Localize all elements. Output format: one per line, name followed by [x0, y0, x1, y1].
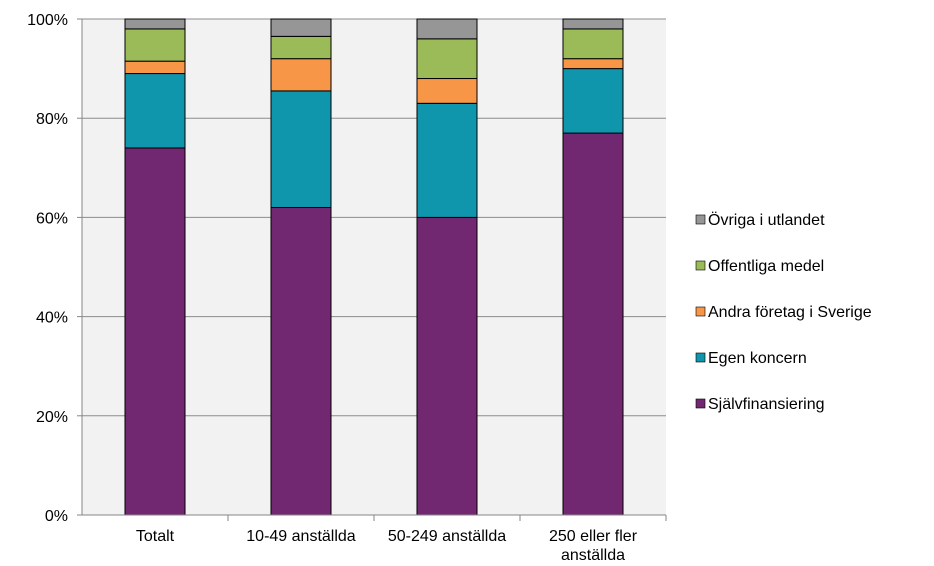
bar-segment: [270, 206, 332, 516]
bar-segment: [270, 58, 332, 92]
legend-label: Självfinansiering: [708, 396, 825, 413]
legend-label: Offentliga medel: [708, 258, 824, 275]
bar-segment: [124, 28, 186, 62]
bar-segment: [270, 18, 332, 37]
bar-segment: [562, 28, 624, 60]
bar-segment: [416, 102, 478, 218]
legend-swatch: [695, 306, 706, 317]
bar-segment: [124, 73, 186, 149]
bar-segment: [562, 58, 624, 70]
x-tick-label: 50-249 anställda: [388, 528, 506, 545]
bar-segment: [416, 38, 478, 80]
bar-segment: [562, 132, 624, 516]
bar-segment: [270, 90, 332, 208]
y-tick-label: 80%: [36, 111, 68, 128]
bar-segment: [562, 68, 624, 134]
y-tick-label: 60%: [36, 210, 68, 227]
x-tick-label: Totalt: [136, 528, 175, 545]
y-tick-label: 0%: [45, 508, 68, 525]
x-tick-label-line: anställda: [561, 547, 625, 564]
bars: [124, 18, 624, 516]
bar-segment: [124, 60, 186, 75]
axes: 0% 20% 40% 60% 80% 100% Totalt 10-49 anställda 5…: [27, 12, 667, 564]
legend-swatch: [695, 398, 706, 409]
bar-segment: [416, 78, 478, 104]
legend-swatch: [695, 214, 706, 225]
legend-label: Andra företag i Sverige: [708, 304, 872, 321]
y-tick-label: 40%: [36, 310, 68, 327]
legend-label: Övriga i utlandet: [708, 211, 825, 229]
bar-segment: [416, 216, 478, 516]
bar-segment: [562, 18, 624, 30]
bar-segment: [124, 18, 186, 30]
x-tick-label-line: 10-49 anställda: [246, 528, 356, 545]
x-tick-label-line: 250 eller fler: [549, 528, 638, 545]
legend-label: Egen koncern: [708, 350, 807, 367]
x-tick-label-line: Totalt: [136, 528, 175, 545]
legend-swatch: [695, 260, 706, 271]
bar-segment: [416, 18, 478, 40]
legend: Övriga i utlandet Offentliga medel Andra f…: [695, 211, 872, 413]
x-tick-label: 10-49 anställda: [246, 528, 356, 545]
x-tick-label: 250 eller fler anställda: [549, 528, 638, 564]
x-tick-label-line: 50-249 anställda: [388, 528, 506, 545]
y-tick-label: 20%: [36, 409, 68, 426]
bar-segment: [270, 35, 332, 60]
bar-segment: [124, 147, 186, 516]
legend-swatch: [695, 352, 706, 363]
y-tick-label: 100%: [27, 12, 68, 29]
